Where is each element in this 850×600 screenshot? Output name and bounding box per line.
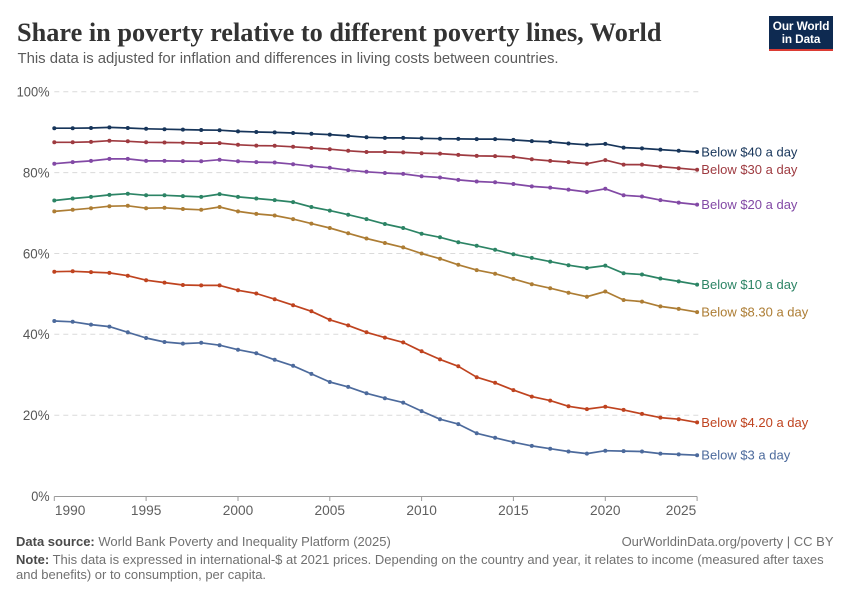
svg-text:60%: 60% [23, 246, 50, 261]
svg-text:2015: 2015 [498, 503, 529, 518]
svg-text:100%: 100% [17, 85, 50, 100]
svg-text:2025: 2025 [666, 503, 697, 518]
svg-text:Below $10 a day: Below $10 a day [701, 277, 798, 292]
svg-text:40%: 40% [23, 327, 50, 342]
svg-text:Below $8.30 a day: Below $8.30 a day [701, 305, 808, 320]
svg-text:2020: 2020 [590, 503, 621, 518]
svg-text:Below $3 a day: Below $3 a day [701, 448, 790, 463]
svg-text:1990: 1990 [55, 503, 86, 518]
svg-text:20%: 20% [23, 408, 50, 423]
svg-text:Below $4.20 a day: Below $4.20 a day [701, 415, 808, 430]
svg-text:Below $40 a day: Below $40 a day [701, 144, 798, 159]
svg-text:Below $20 a day: Below $20 a day [701, 197, 798, 212]
svg-text:2010: 2010 [406, 503, 437, 518]
svg-text:2000: 2000 [223, 503, 254, 518]
svg-text:1995: 1995 [131, 503, 162, 518]
svg-text:Below $30 a day: Below $30 a day [701, 162, 798, 177]
svg-text:80%: 80% [23, 165, 50, 180]
svg-text:0%: 0% [31, 489, 49, 504]
svg-text:2005: 2005 [315, 503, 346, 518]
